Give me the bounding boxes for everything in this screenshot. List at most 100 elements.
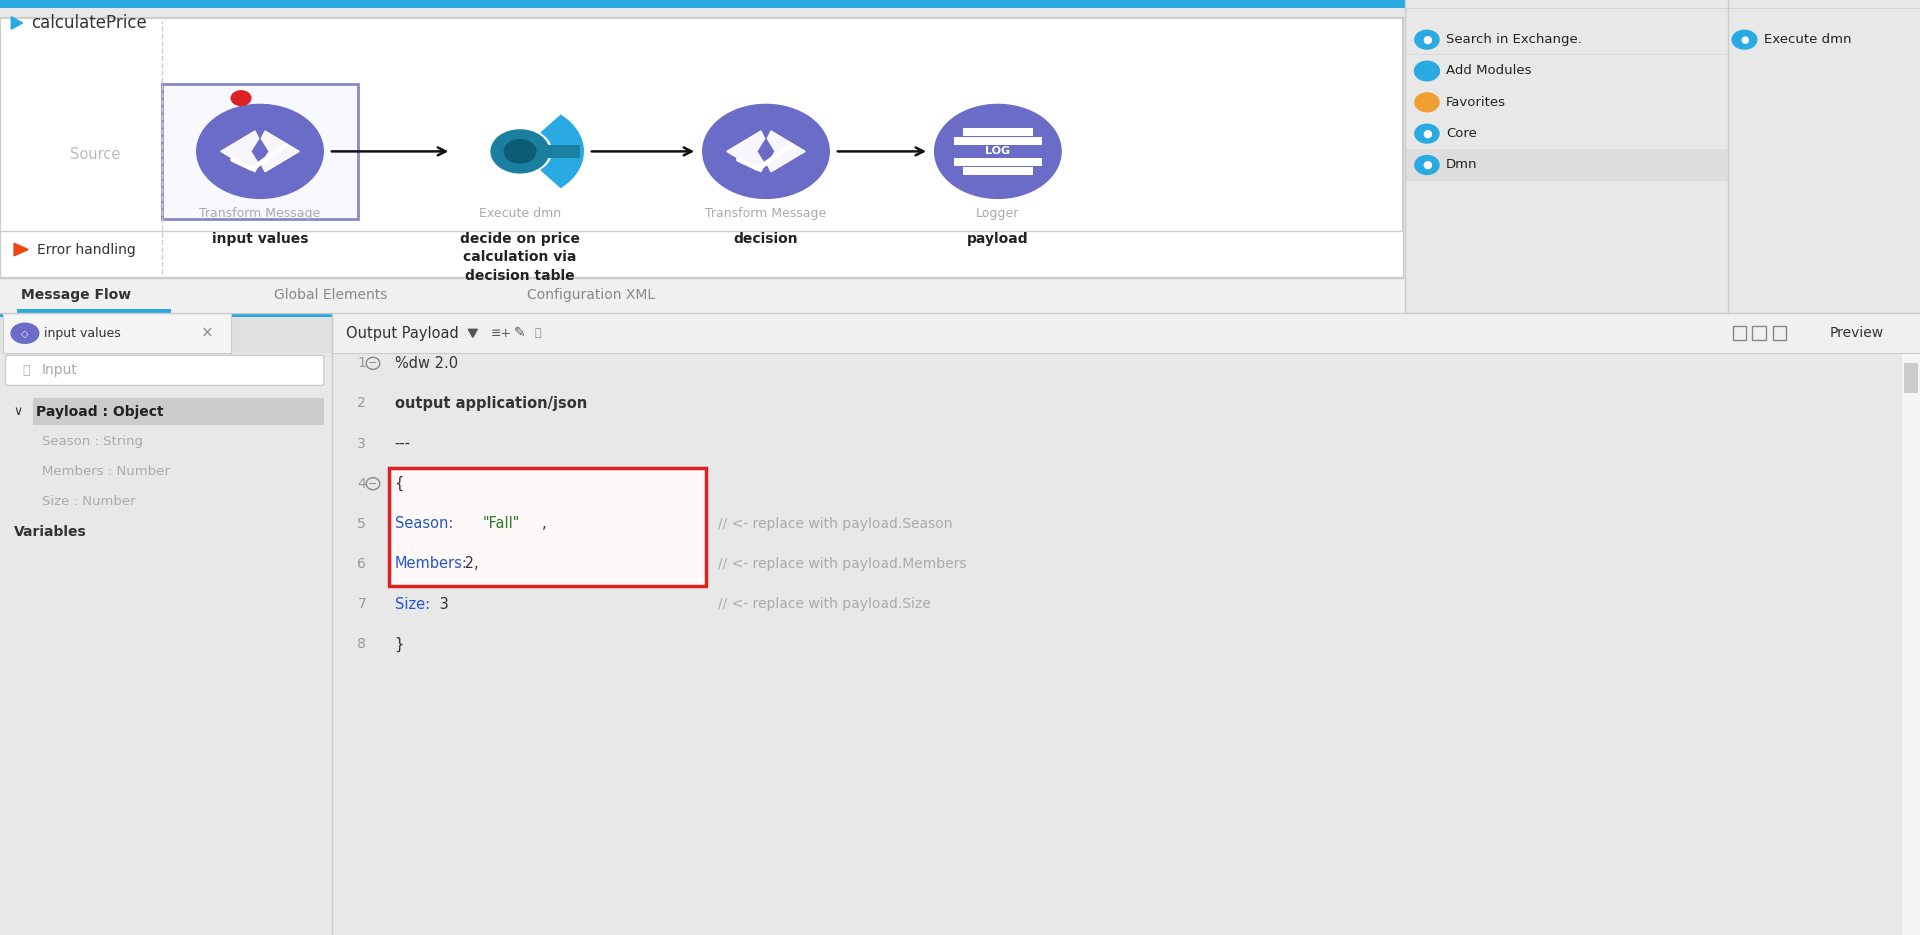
Text: Members : Number: Members : Number	[42, 466, 169, 478]
Text: Variables: Variables	[13, 525, 86, 539]
Text: 5: 5	[357, 517, 367, 531]
Text: Source: Source	[71, 147, 121, 162]
Text: decide on price
calculation via
decision table: decide on price calculation via decision…	[461, 232, 580, 282]
Text: Payload : Object: Payload : Object	[36, 405, 163, 419]
Text: Dmn: Dmn	[1446, 158, 1476, 171]
Text: 🔍: 🔍	[23, 364, 29, 377]
FancyBboxPatch shape	[1905, 364, 1918, 394]
Text: LOG: LOG	[985, 147, 1010, 156]
Circle shape	[1415, 62, 1440, 80]
Text: payload: payload	[968, 232, 1029, 246]
Text: %dw 2.0: %dw 2.0	[394, 356, 457, 371]
Text: 7: 7	[357, 597, 367, 611]
Circle shape	[230, 91, 252, 106]
Text: 3: 3	[436, 597, 449, 611]
Polygon shape	[221, 131, 265, 172]
Text: output application/json: output application/json	[394, 396, 588, 411]
FancyBboxPatch shape	[332, 313, 1920, 353]
Text: Logger: Logger	[975, 207, 1020, 220]
Text: Execute dmn: Execute dmn	[478, 207, 561, 220]
Text: 3: 3	[357, 437, 367, 451]
Text: Size:: Size:	[394, 597, 430, 611]
Text: Global Elements: Global Elements	[275, 289, 388, 303]
Text: 1: 1	[357, 356, 367, 370]
FancyBboxPatch shape	[0, 278, 1405, 313]
Text: Execute dmn: Execute dmn	[1764, 33, 1851, 46]
Text: ×: ×	[202, 325, 213, 340]
Text: −: −	[369, 479, 378, 489]
Text: }: }	[394, 637, 403, 652]
Text: ◇: ◇	[21, 328, 29, 338]
Polygon shape	[758, 139, 774, 164]
FancyBboxPatch shape	[2, 313, 230, 353]
Polygon shape	[760, 131, 804, 172]
Text: ⬛: ⬛	[534, 328, 541, 338]
Text: 6: 6	[357, 557, 367, 571]
Circle shape	[935, 105, 1062, 198]
Circle shape	[492, 130, 549, 173]
Text: Error handling: Error handling	[36, 242, 134, 256]
FancyBboxPatch shape	[0, 0, 1405, 8]
Polygon shape	[728, 131, 772, 172]
Text: // <- replace with payload.Size: // <- replace with payload.Size	[718, 597, 931, 611]
Text: ---: ---	[394, 436, 411, 451]
FancyBboxPatch shape	[1405, 150, 1728, 180]
Text: ●: ●	[1423, 160, 1432, 170]
Text: // <- replace with payload.Members: // <- replace with payload.Members	[718, 557, 966, 571]
Text: input values: input values	[211, 232, 309, 246]
Circle shape	[1415, 155, 1440, 174]
Polygon shape	[252, 139, 267, 164]
FancyBboxPatch shape	[1405, 0, 1728, 8]
Text: Core: Core	[1446, 127, 1476, 140]
FancyBboxPatch shape	[0, 313, 332, 317]
Polygon shape	[468, 329, 478, 338]
Text: Transform Message: Transform Message	[705, 207, 828, 220]
Text: −: −	[369, 358, 378, 368]
Text: Output Payload: Output Payload	[346, 325, 459, 340]
Circle shape	[196, 105, 323, 198]
Text: {: {	[394, 476, 403, 491]
Text: 4: 4	[357, 477, 367, 491]
Text: // <- replace with payload.Season: // <- replace with payload.Season	[718, 517, 952, 531]
Text: Message Flow: Message Flow	[21, 289, 131, 303]
Circle shape	[1415, 124, 1440, 143]
Text: Search in Exchange.: Search in Exchange.	[1446, 33, 1582, 46]
Circle shape	[1415, 93, 1440, 111]
FancyBboxPatch shape	[390, 468, 707, 586]
Text: ●: ●	[1740, 35, 1749, 45]
FancyBboxPatch shape	[0, 231, 1404, 277]
Text: ●: ●	[1423, 129, 1432, 138]
Text: Input: Input	[42, 364, 77, 378]
FancyBboxPatch shape	[964, 128, 1033, 136]
Text: Season:: Season:	[394, 516, 457, 531]
FancyBboxPatch shape	[964, 167, 1033, 175]
Polygon shape	[541, 115, 584, 187]
Text: Favorites: Favorites	[1446, 95, 1505, 108]
Text: input values: input values	[44, 326, 121, 339]
Text: Transform Message: Transform Message	[200, 207, 321, 220]
Text: 2: 2	[357, 396, 367, 410]
Text: Add Modules: Add Modules	[1446, 65, 1532, 78]
Circle shape	[12, 324, 38, 343]
Text: Size : Number: Size : Number	[42, 496, 134, 509]
FancyBboxPatch shape	[515, 145, 580, 158]
Circle shape	[703, 105, 829, 198]
Circle shape	[505, 139, 536, 163]
FancyBboxPatch shape	[161, 83, 359, 220]
Text: Season : String: Season : String	[42, 435, 142, 448]
Circle shape	[1732, 30, 1757, 49]
Text: Preview: Preview	[1830, 326, 1884, 340]
FancyBboxPatch shape	[6, 355, 324, 385]
Text: Members:: Members:	[394, 556, 467, 571]
Text: "Fall": "Fall"	[484, 516, 520, 531]
FancyBboxPatch shape	[33, 398, 324, 424]
Text: decision: decision	[733, 232, 799, 246]
Text: ●: ●	[1423, 35, 1432, 45]
Text: 2,: 2,	[459, 556, 478, 571]
Text: ✎: ✎	[515, 326, 526, 340]
FancyBboxPatch shape	[0, 18, 1404, 277]
Polygon shape	[12, 17, 23, 29]
Polygon shape	[13, 243, 29, 256]
FancyBboxPatch shape	[954, 158, 1043, 165]
FancyBboxPatch shape	[17, 309, 171, 313]
